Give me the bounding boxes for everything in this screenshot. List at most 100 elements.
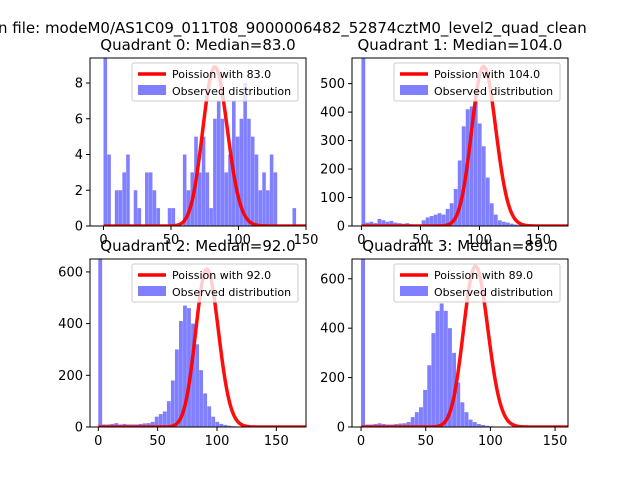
y-tick-label: 2 [75, 184, 83, 199]
x-tick-label: 50 [163, 233, 180, 248]
figure-suptitle: n file: modeM0/AS1C09_011T08_9000006482_… [0, 19, 587, 38]
histogram-bar [170, 380, 175, 427]
legend-label-poisson: Poission with 104.0 [434, 68, 540, 81]
histogram-bar [205, 172, 210, 226]
x-tick-label: 150 [543, 434, 568, 449]
histogram-bar [148, 172, 153, 226]
x-tick-label: 150 [294, 233, 319, 248]
legend-label-observed: Observed distribution [172, 286, 291, 299]
histogram-bar [453, 188, 458, 226]
histogram-bar [146, 423, 151, 427]
histogram-bar [469, 106, 474, 226]
histogram-bar [273, 172, 278, 226]
histogram-bar [477, 123, 482, 226]
subplot-title: Quadrant 3: Median=89.0 [362, 237, 557, 255]
y-tick-label: 0 [75, 220, 83, 235]
histogram-bar [158, 414, 163, 427]
histogram-bar [213, 118, 217, 226]
histogram-bar [427, 365, 432, 427]
histogram-bar [187, 308, 191, 427]
histogram-bar [437, 213, 442, 226]
histogram-bar [433, 214, 438, 226]
histogram-bar [464, 412, 469, 427]
histogram-bar [203, 393, 208, 427]
legend-box [393, 62, 561, 102]
y-tick-label: 100 [320, 191, 345, 206]
y-tick-label: 200 [58, 369, 83, 384]
histogram-bar [179, 321, 183, 427]
y-tick-label: 200 [320, 371, 345, 386]
legend-label-observed: Observed distribution [434, 286, 553, 299]
histogram-bar [243, 83, 247, 226]
x-tick-label: 150 [264, 434, 289, 449]
subplot-quadrant-3: 0 50 100 150 0 200 400 600 Poission with 89.0 Obs… [320, 237, 569, 449]
y-tick-label: 600 [58, 265, 83, 280]
x-tick-label: 100 [226, 233, 251, 248]
histogram-bar [501, 221, 506, 226]
subplot-title: Quadrant 0: Median=83.0 [100, 36, 295, 54]
histogram-bar [431, 333, 436, 427]
histogram-bar [191, 323, 195, 427]
histogram-bar [481, 425, 486, 427]
histogram-bar [456, 382, 461, 427]
histogram-bar [118, 190, 123, 226]
histogram-bar [457, 160, 462, 226]
legend-label-observed: Observed distribution [172, 85, 291, 98]
histogram-bar [254, 154, 259, 226]
histogram-bar [219, 423, 224, 427]
histogram-bar [207, 406, 212, 427]
legend-box [131, 62, 299, 102]
histogram-bar [449, 203, 454, 226]
legend-label-poisson: Poission with 83.0 [172, 68, 271, 81]
histogram-bar [421, 220, 426, 226]
histogram-bar [103, 58, 108, 226]
histogram-bar [122, 172, 126, 226]
histogram-bar [228, 154, 232, 226]
histogram-bar [485, 177, 490, 226]
histogram-bar [145, 172, 149, 226]
y-tick-label: 400 [320, 322, 345, 337]
histogram-bar [410, 417, 415, 427]
histogram-bar [142, 423, 147, 427]
histogram-bar [201, 136, 206, 226]
histogram-bar [162, 411, 167, 427]
y-tick-label: 500 [320, 77, 345, 92]
histogram-bar [461, 126, 466, 226]
x-tick-label: 50 [417, 434, 434, 449]
histogram-bar [262, 172, 266, 226]
legend-patch-swatch [400, 85, 428, 95]
histogram-bar [235, 136, 240, 226]
histogram-bar [423, 389, 428, 427]
axes-frame [351, 258, 569, 428]
legend-label-poisson: Poission with 92.0 [172, 269, 271, 282]
histogram-bar [269, 154, 274, 226]
histogram-bar [154, 416, 159, 427]
subplot-quadrant-1: 0 50 100 150 0 100 200 300 400 500 Poission with 1… [320, 36, 569, 248]
histogram-bar [239, 118, 244, 226]
legend: Poission with 83.0 Observed distribution [131, 62, 299, 102]
histogram-bar [493, 214, 498, 226]
histogram-bar [402, 423, 407, 427]
histogram-bar [460, 402, 465, 427]
y-tick-label: 400 [320, 106, 345, 121]
histogram-bar [182, 154, 187, 226]
histogram-bar [199, 370, 204, 427]
histogram-bar [133, 190, 138, 226]
legend: Poission with 89.0 Observed distribution [393, 263, 561, 303]
subplot-quadrant-0: 0 50 100 150 0 2 4 6 8 Poission with 83.0 Observed… [75, 36, 319, 248]
y-tick-label: 600 [320, 272, 345, 287]
plot-area [103, 58, 306, 226]
histogram-bar [468, 419, 473, 427]
histogram-bar [215, 421, 220, 427]
histogram-bar [198, 172, 202, 226]
legend-box [131, 263, 299, 303]
subplot-title: Quadrant 2: Median=92.0 [100, 237, 295, 255]
legend-label-observed: Observed distribution [434, 85, 553, 98]
histogram-bar [114, 190, 119, 226]
histogram-bar [183, 305, 187, 427]
histogram-bar [250, 136, 255, 226]
x-tick-label: 0 [99, 233, 107, 248]
legend-label-poisson: Poission with 89.0 [434, 269, 533, 282]
histogram-bar [137, 208, 142, 226]
